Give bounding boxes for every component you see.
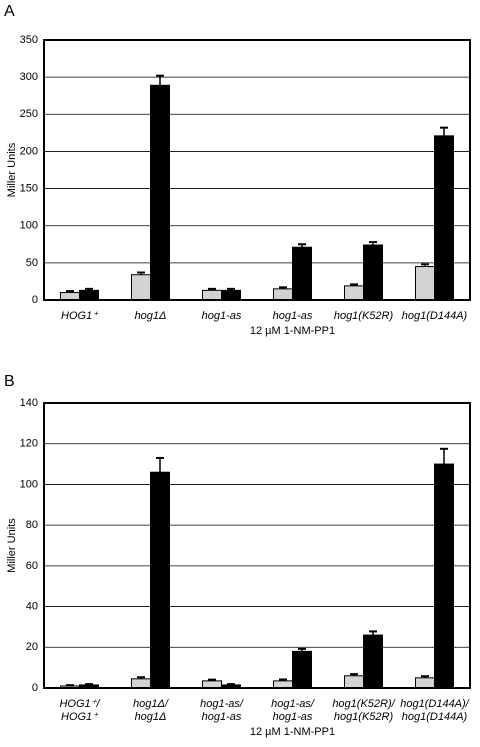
bar xyxy=(60,292,80,301)
y-tick-label: 40 xyxy=(26,600,38,612)
bar xyxy=(344,675,364,689)
x-tick-label: HOG1⁺/ xyxy=(59,698,100,710)
y-tick-label: 100 xyxy=(20,478,38,490)
x-tick-label: hog1(K52R)/ xyxy=(332,698,395,710)
y-axis-label: Miller Units xyxy=(6,518,18,573)
x-tick-label: hog1(D144A) xyxy=(402,310,468,322)
bar xyxy=(363,244,383,301)
bar xyxy=(415,677,435,689)
plot-frame xyxy=(43,39,471,301)
bar xyxy=(79,289,99,301)
y-tick-label: 150 xyxy=(20,182,38,194)
y-tick-label: 140 xyxy=(20,397,38,409)
x-tick-label: hog1-as/ xyxy=(271,698,315,710)
y-tick-label: 0 xyxy=(32,294,38,306)
bar xyxy=(434,463,454,689)
x-tick-label: hog1(D144A) xyxy=(402,711,468,723)
x-tick-label: hog1-as xyxy=(202,711,242,723)
bar xyxy=(292,650,312,689)
annotation: 12 µM 1-NM-PP1 xyxy=(250,726,335,738)
x-tick-label: hog1(K52R) xyxy=(334,310,394,322)
bar xyxy=(150,471,170,689)
bar xyxy=(131,678,151,689)
y-tick-label: 100 xyxy=(20,220,38,232)
y-tick-label: 350 xyxy=(20,34,38,46)
bar xyxy=(202,680,222,689)
bar xyxy=(150,84,170,301)
bar xyxy=(434,135,454,301)
y-tick-label: 0 xyxy=(32,682,38,694)
panel-label: A xyxy=(4,3,15,20)
y-tick-label: 60 xyxy=(26,560,38,572)
y-tick-label: 250 xyxy=(20,108,38,120)
bar xyxy=(363,634,383,689)
bar xyxy=(344,285,364,301)
x-tick-label: hog1Δ xyxy=(135,711,167,723)
x-tick-label: hog1-as xyxy=(273,310,313,322)
x-tick-label: hog1-as xyxy=(202,310,242,322)
bar xyxy=(202,289,222,301)
y-tick-label: 50 xyxy=(26,257,38,269)
bar xyxy=(292,246,312,301)
bar xyxy=(273,680,293,689)
annotation: 12 µM 1-NM-PP1 xyxy=(250,325,335,337)
x-tick-label: HOG1⁺ xyxy=(61,310,99,322)
x-tick-label: hog1-as/ xyxy=(200,698,244,710)
bar xyxy=(131,274,151,301)
x-tick-label: HOG1⁺ xyxy=(61,711,99,723)
bar xyxy=(221,289,241,301)
bar xyxy=(415,266,435,301)
y-axis-label: Miller Units xyxy=(6,142,18,197)
y-tick-label: 200 xyxy=(20,145,38,157)
plot-frame xyxy=(43,402,471,689)
x-tick-label: hog1(K52R) xyxy=(334,711,394,723)
bar xyxy=(273,288,293,301)
x-tick-label: hog1(D144A)/ xyxy=(400,698,469,710)
y-tick-label: 20 xyxy=(26,641,38,653)
panel-label: B xyxy=(4,373,15,390)
y-tick-label: 80 xyxy=(26,519,38,531)
x-tick-label: hog1Δ xyxy=(135,310,167,322)
y-tick-label: 300 xyxy=(20,71,38,83)
x-tick-label: hog1Δ/ xyxy=(133,698,169,710)
y-tick-label: 120 xyxy=(20,438,38,450)
x-tick-label: hog1-as xyxy=(273,711,313,723)
